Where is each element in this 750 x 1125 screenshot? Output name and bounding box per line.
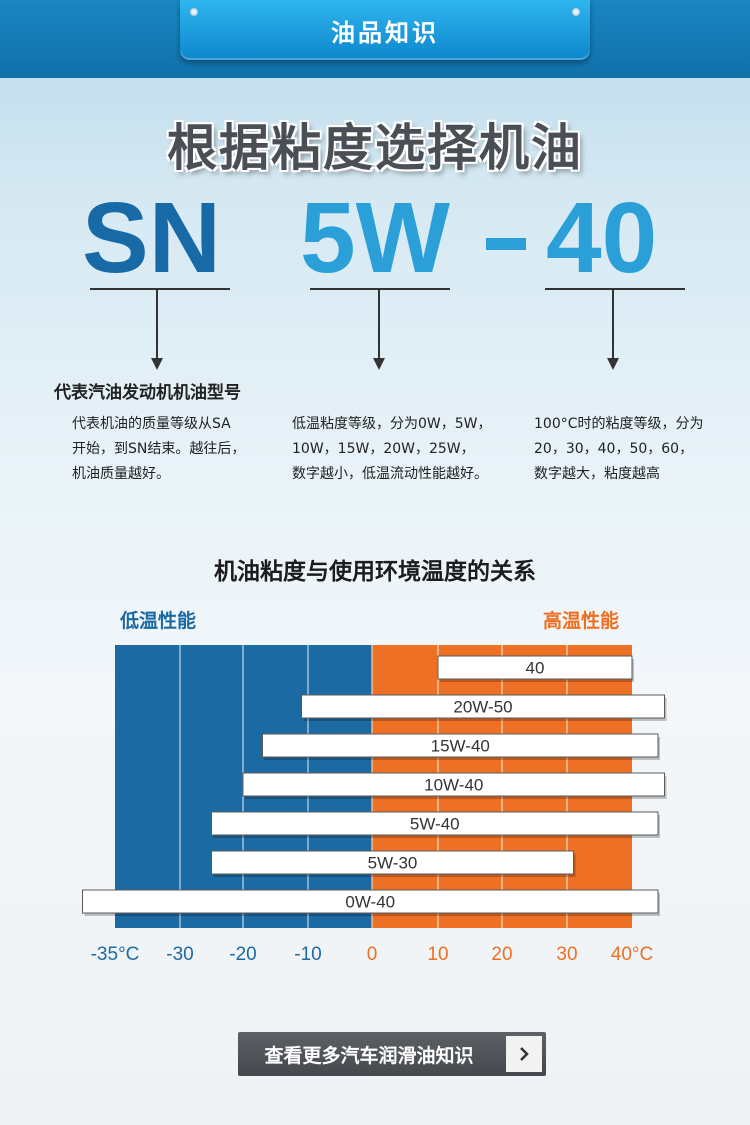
bar-label: 40 <box>526 659 545 678</box>
underline-sn <box>90 288 230 290</box>
header-tab: 油品知识 <box>180 0 590 60</box>
code-5w: 5W <box>300 182 450 294</box>
arrow-line-sn <box>156 290 158 360</box>
chart-title: 机油粘度与使用环境温度的关系 <box>214 559 536 585</box>
arrow-line-40 <box>612 290 614 360</box>
page-title: 根据粘度选择机油 <box>167 119 583 177</box>
x-tick-label: 30 <box>556 944 577 965</box>
x-tick-label: 40°C <box>611 944 653 965</box>
more-knowledge-button[interactable]: 查看更多汽车润滑油知识 <box>238 1032 546 1076</box>
desc-sn: 代表机油的质量等级从SA 开始，到SN结束。越往后， 机油质量越好。 <box>72 416 246 482</box>
arrow-down-icon <box>151 358 163 370</box>
high-temp-label: 高温性能 <box>543 610 620 632</box>
arrow-line-5w <box>378 290 380 360</box>
code-sn: SN <box>82 182 221 294</box>
bar-label: 10W-40 <box>424 776 483 795</box>
chevron-right-icon <box>506 1036 542 1072</box>
bar-5W-40 <box>211 811 659 836</box>
bar-10W-40 <box>242 772 665 797</box>
rivet-icon <box>190 8 198 16</box>
bar-label: 15W-40 <box>431 737 490 756</box>
arrow-down-icon <box>373 358 385 370</box>
bar-label: 5W-30 <box>368 854 418 873</box>
header-tab-label: 油品知识 <box>331 18 439 47</box>
bar-label: 20W-50 <box>453 698 512 717</box>
x-tick-label: -10 <box>294 944 321 965</box>
bar-40 <box>437 655 633 680</box>
x-tick-label: 10 <box>427 944 448 965</box>
bar-0W-40 <box>82 889 659 914</box>
x-tick-label: -30 <box>166 944 193 965</box>
bar-label: 5W-40 <box>410 815 460 834</box>
x-tick-label: 0 <box>367 944 378 965</box>
bar-label: 0W-40 <box>345 893 395 912</box>
x-tick-label: -35°C <box>91 944 140 965</box>
viscosity-chart: 40 20W-50 15W-40 10W-40 5W-40 5W-30 0W-40 -35°C… <box>82 645 667 965</box>
bar-20W-50 <box>301 694 665 719</box>
x-tick-label: 20 <box>491 944 512 965</box>
bar-5W-30 <box>211 850 574 875</box>
more-knowledge-label: 查看更多汽车润滑油知识 <box>264 1044 474 1067</box>
x-tick-label: -20 <box>229 944 256 965</box>
desc-5w: 低温粘度等级，分为0W，5W， 10W，15W，20W，25W， 数字越小，低温流动… <box>292 416 492 482</box>
desc-40: 100°C时的粘度等级，分为 20，30，40，50，60， 数字越大，粘度越高 <box>534 416 704 482</box>
bar-15W-40 <box>262 733 659 758</box>
rivet-icon <box>572 8 580 16</box>
sn-heading: 代表汽油发动机机油型号 <box>54 383 241 403</box>
low-temp-label: 低温性能 <box>120 610 197 632</box>
underline-5w <box>310 288 450 290</box>
arrow-down-icon <box>607 358 619 370</box>
underline-40 <box>545 288 685 290</box>
code-dash <box>486 238 526 250</box>
code-40: 40 <box>546 182 658 294</box>
